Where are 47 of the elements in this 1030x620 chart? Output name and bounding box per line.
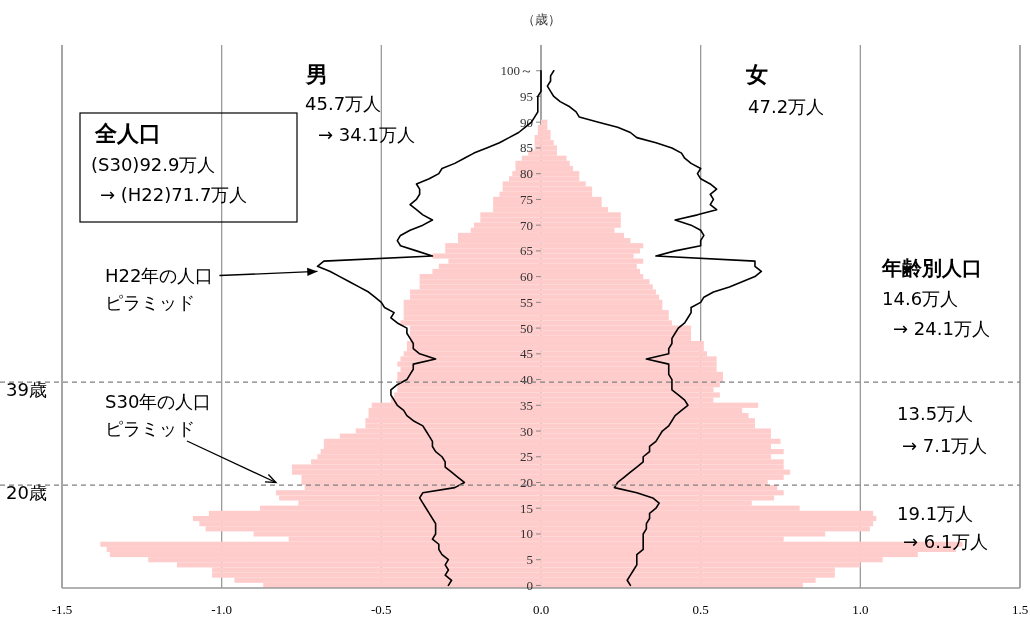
x-tick-label: -1.5 xyxy=(51,602,73,617)
y-tick-label: 10 xyxy=(520,526,533,542)
ref-line-label: 39歳 xyxy=(6,379,47,401)
y-tick-label: 50 xyxy=(520,320,533,336)
y-tick-label: 75 xyxy=(520,191,533,207)
x-tick-label: 0.0 xyxy=(532,602,550,617)
y-tick-label: 85 xyxy=(520,140,533,156)
y-tick-label: 70 xyxy=(520,217,533,233)
annotation: (S30)92.9万人 xyxy=(91,154,216,175)
x-tick-label: -0.5 xyxy=(371,602,392,617)
annotation: 全人口 xyxy=(94,121,161,146)
annotation: H22年の人口ピラミッド xyxy=(105,265,214,313)
annotation: 47.2万人 xyxy=(748,96,825,117)
y-tick-label: 95 xyxy=(520,88,533,104)
y-tick-label: 25 xyxy=(520,449,533,465)
x-tick-label: 0.5 xyxy=(692,602,709,617)
y-tick-label: 5 xyxy=(526,552,533,568)
y-tick-label: 30 xyxy=(520,423,533,439)
annotation: 19.1万人 xyxy=(897,503,974,524)
annotation: 13.5万人 xyxy=(897,403,974,424)
x-tick-label: -1.0 xyxy=(211,602,232,617)
annotation: 年齢別人口 xyxy=(881,256,982,280)
y-tick-label: 65 xyxy=(520,243,533,259)
x-tick-label: 1.5 xyxy=(1011,602,1029,617)
y-tick-label: 45 xyxy=(520,346,533,362)
y-tick-label: 20 xyxy=(520,474,533,490)
annotation: → 34.1万人 xyxy=(318,124,415,145)
annotation: 女 xyxy=(745,62,768,87)
annotation: S30年の人口ピラミッド xyxy=(105,391,212,439)
ref-line-label: 20歳 xyxy=(6,482,47,504)
y-tick-label: 55 xyxy=(520,294,533,310)
x-tick-label: 1.0 xyxy=(852,602,869,617)
y-tick-label: 15 xyxy=(520,500,533,516)
annotation: 男 xyxy=(305,62,328,87)
annotation: → (H22)71.7万人 xyxy=(100,184,248,205)
annotation: 14.6万人 xyxy=(882,288,959,309)
y-axis-title: （歳） xyxy=(521,12,561,27)
annotation: → 6.1万人 xyxy=(903,531,989,552)
y-tick-label: 80 xyxy=(520,166,533,182)
y-tick-label: 60 xyxy=(520,269,533,285)
y-tick-label: 40 xyxy=(520,372,533,388)
annotation: 45.7万人 xyxy=(305,93,382,114)
y-tick-label: 100～ xyxy=(500,63,533,79)
annotation: → 24.1万人 xyxy=(893,318,990,339)
annotation: → 7.1万人 xyxy=(902,435,988,456)
y-tick-label: 0 xyxy=(526,577,533,593)
y-tick-label: 35 xyxy=(520,397,533,413)
